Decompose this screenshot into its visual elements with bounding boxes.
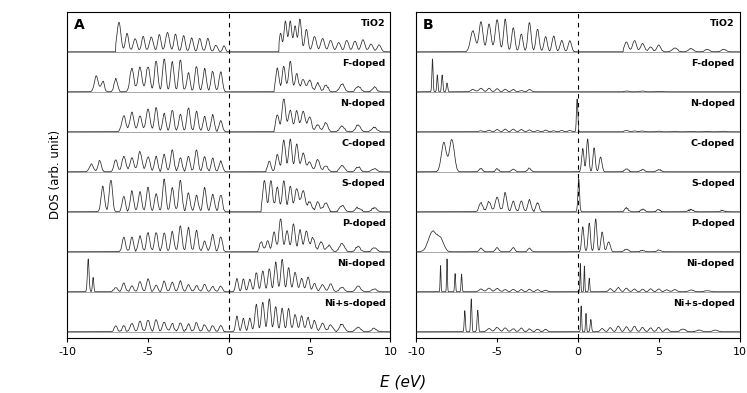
Text: S-doped: S-doped <box>691 179 735 188</box>
Text: N-doped: N-doped <box>689 99 735 108</box>
Text: TiO2: TiO2 <box>710 19 735 28</box>
Text: Ni+s-doped: Ni+s-doped <box>673 299 735 308</box>
Text: Ni-doped: Ni-doped <box>686 259 735 268</box>
Text: Ni+s-doped: Ni+s-doped <box>323 299 385 308</box>
Text: C-doped: C-doped <box>690 139 735 148</box>
Text: E (eV): E (eV) <box>380 374 427 389</box>
Text: A: A <box>74 18 84 32</box>
Text: B: B <box>423 18 433 32</box>
Text: N-doped: N-doped <box>341 99 385 108</box>
Text: TiO2: TiO2 <box>361 19 385 28</box>
Text: C-doped: C-doped <box>341 139 385 148</box>
Text: Ni-doped: Ni-doped <box>338 259 385 268</box>
Text: S-doped: S-doped <box>342 179 385 188</box>
Y-axis label: DOS (arb. unit): DOS (arb. unit) <box>49 130 62 219</box>
Text: F-doped: F-doped <box>692 59 735 68</box>
Text: P-doped: P-doped <box>691 219 735 228</box>
Text: F-doped: F-doped <box>342 59 385 68</box>
Text: P-doped: P-doped <box>341 219 385 228</box>
